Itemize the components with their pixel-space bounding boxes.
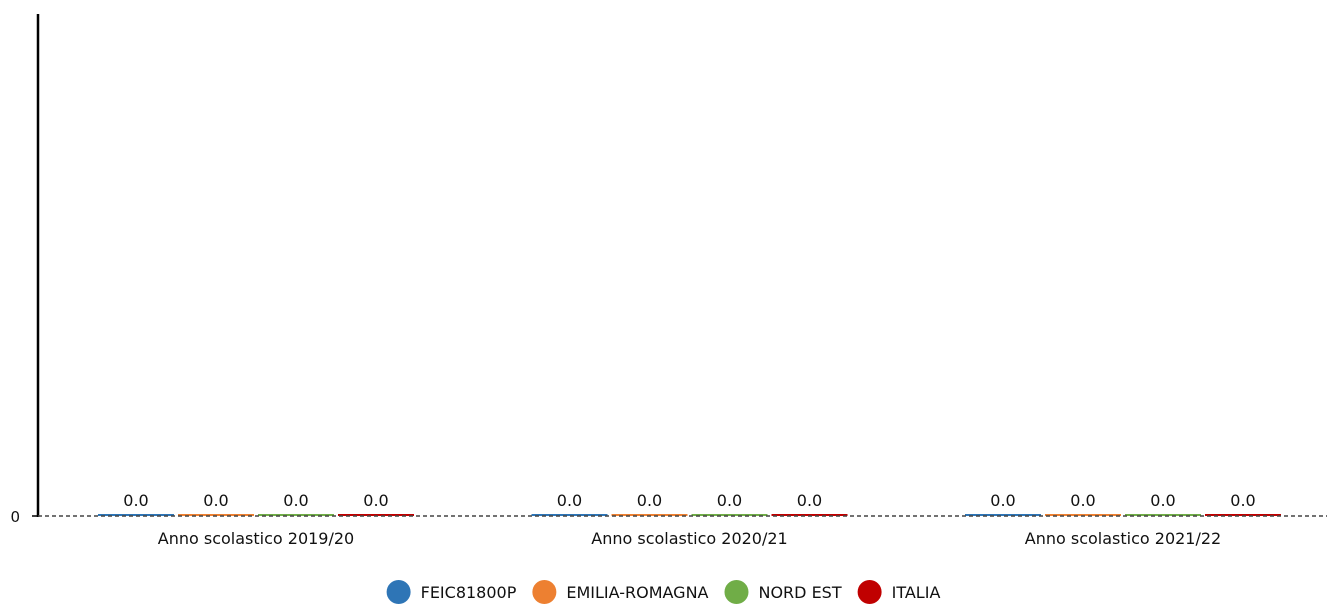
data-label: 0.0 [123, 491, 148, 510]
legend-swatch-nord-est [724, 580, 749, 604]
bars-layer [98, 514, 1281, 516]
data-label: 0.0 [990, 491, 1015, 510]
bar-italia-1 [338, 514, 414, 516]
bar-emilia-romagna-1 [178, 514, 254, 516]
value-labels-layer: 0.0 0.0 0.0 0.0 0.0 0.0 0.0 0.0 0.0 0.0 0.0 0.0 [123, 491, 1255, 510]
y-tick-label: 0 [10, 508, 20, 526]
x-tick-label: Anno scolastico 2020/21 [591, 529, 787, 548]
legend-entry[interactable]: FEIC81800P [421, 583, 517, 602]
bar-nord-est-2 [691, 514, 768, 516]
bar-feic81800p-3 [965, 514, 1041, 516]
bar-feic81800p-1 [98, 514, 174, 516]
legend: FEIC81800P EMILIA-ROMAGNA NORD EST ITALIA [386, 580, 941, 604]
x-tick-label: Anno scolastico 2019/20 [158, 529, 354, 548]
x-tick-label: Anno scolastico 2021/22 [1025, 529, 1221, 548]
data-label: 0.0 [717, 491, 742, 510]
data-label: 0.0 [557, 491, 582, 510]
data-label: 0.0 [203, 491, 228, 510]
axis-layer: Anno scolastico 2019/20 Anno scolastico 2… [10, 14, 1327, 548]
data-label: 0.0 [1230, 491, 1255, 510]
data-label: 0.0 [1150, 491, 1175, 510]
data-label: 0.0 [363, 491, 388, 510]
bar-emilia-romagna-2 [611, 514, 688, 516]
legend-entry[interactable]: ITALIA [892, 583, 941, 602]
legend-swatch-italia [857, 580, 882, 604]
data-label: 0.0 [283, 491, 308, 510]
legend-swatch-emilia-romagna [532, 580, 557, 604]
data-label: 0.0 [637, 491, 662, 510]
legend-entry[interactable]: NORD EST [758, 583, 841, 602]
data-label: 0.0 [1070, 491, 1095, 510]
data-label: 0.0 [797, 491, 822, 510]
bar-italia-3 [1205, 514, 1281, 516]
bar-nord-est-3 [1125, 514, 1201, 516]
legend-swatch-feic81800p [386, 580, 411, 604]
bar-italia-2 [771, 514, 848, 516]
bar-nord-est-1 [258, 514, 334, 516]
bar-feic81800p-2 [531, 514, 608, 516]
bar-emilia-romagna-3 [1045, 514, 1121, 516]
legend-entry[interactable]: EMILIA-ROMAGNA [566, 583, 708, 602]
